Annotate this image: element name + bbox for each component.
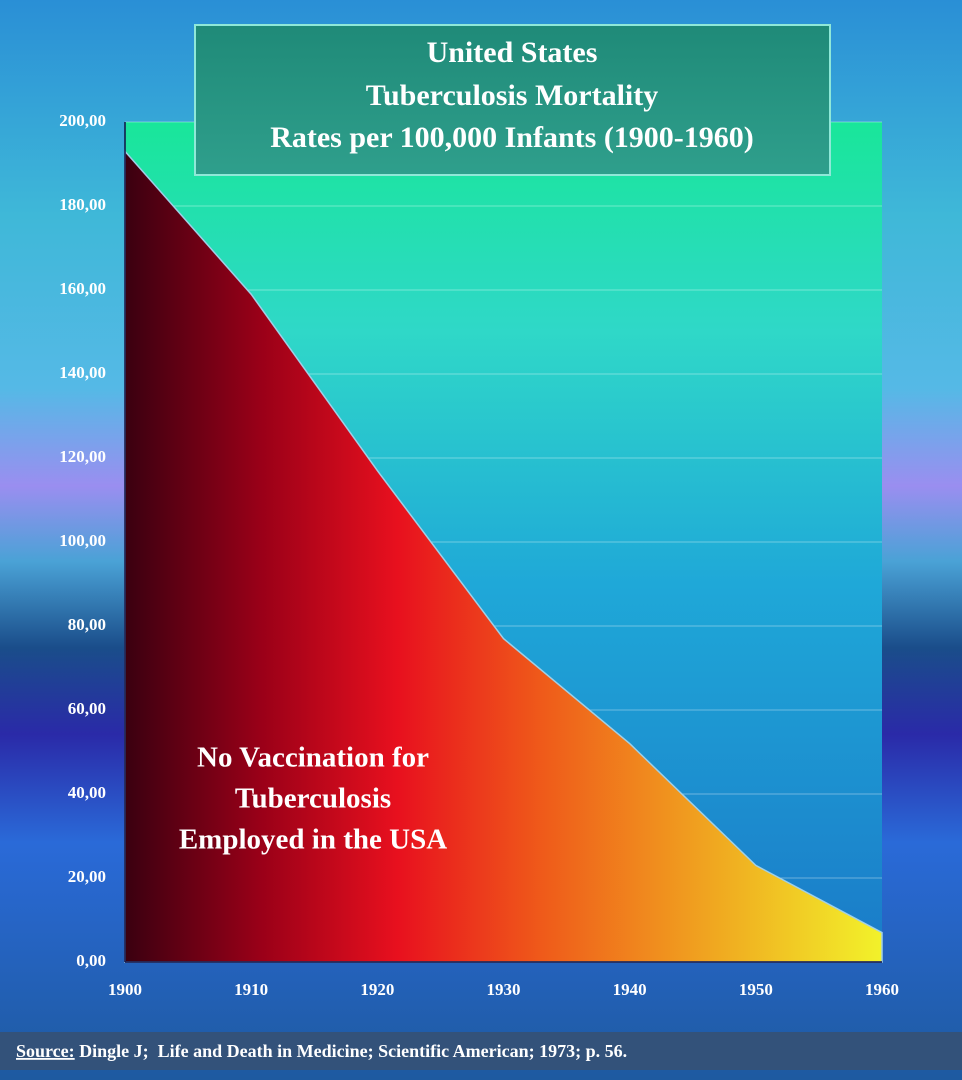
annotation: No Vaccination for [197,742,429,774]
y-tick-label: 60,00 [68,699,106,718]
y-tick-label: 80,00 [68,615,106,634]
y-tick-label: 40,00 [68,783,106,802]
y-tick-label: 200,00 [59,111,106,130]
y-tick-label: 100,00 [59,531,106,550]
annotation: Employed in the USA [179,824,447,856]
x-tick-label: 1930 [487,980,521,999]
annotation: Tuberculosis [235,783,391,815]
x-tick-label: 1910 [234,980,268,999]
y-tick-label: 0,00 [76,951,106,970]
x-tick-label: 1920 [360,980,394,999]
x-tick-label: 1940 [613,980,647,999]
source: Source: Dingle J; Life and Death in Medi… [16,1041,627,1061]
source-text: Dingle J; Life and Death in Medicine; Sc… [75,1041,627,1061]
x-tick-label: 1900 [108,980,142,999]
chart-title: Rates per 100,000 Infants (1900-1960) [270,121,754,154]
y-tick-label: 180,00 [59,195,106,214]
y-tick-label: 120,00 [59,447,106,466]
chart-title: Tuberculosis Mortality [366,79,659,112]
footer-bar [0,1032,962,1070]
y-tick-label: 20,00 [68,867,106,886]
source-label: Source: [16,1041,75,1061]
x-tick-label: 1950 [739,980,773,999]
y-tick-label: 140,00 [59,363,106,382]
x-tick-label: 1960 [865,980,899,999]
y-tick-label: 160,00 [59,279,106,298]
chart-title: United States [427,36,598,69]
title-box [194,24,831,176]
